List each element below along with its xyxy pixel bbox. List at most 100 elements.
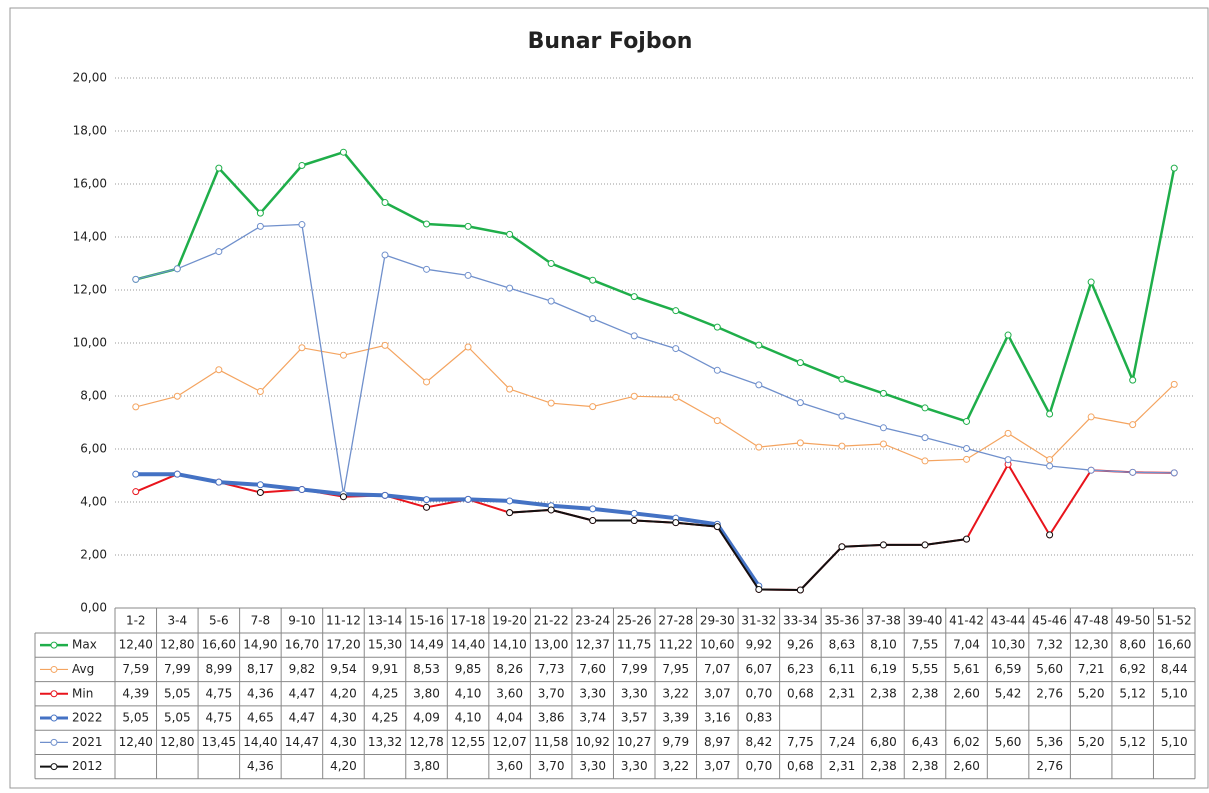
table-value: 6,19 [870,662,897,676]
point [256,387,264,395]
point [796,399,804,407]
table-value: 16,70 [285,638,319,652]
point [339,148,347,156]
table-value: 12,55 [451,735,485,749]
point [921,434,929,442]
table-value: 3,39 [662,711,689,725]
point [423,265,431,273]
table-value: 12,40 [119,638,153,652]
point [215,164,223,172]
table-value: 10,92 [576,735,610,749]
point [630,293,638,301]
table-value: 0,68 [787,759,814,773]
table-value: 5,05 [164,711,191,725]
x-tick-label: 7-8 [251,614,271,628]
table-value: 12,78 [409,735,443,749]
x-tick-label: 41-42 [949,614,984,628]
table-value: 3,30 [621,759,648,773]
table-value: 7,73 [538,662,565,676]
series-line [135,150,1176,423]
y-tick-label: 2,00 [80,548,107,562]
x-tick-label: 29-30 [700,614,735,628]
x-tick-label: 15-16 [409,614,444,628]
table-value: 10,30 [991,638,1025,652]
table-value: 14,49 [409,638,443,652]
point [1087,278,1095,286]
x-tick-label: 39-40 [908,614,943,628]
point [921,541,929,549]
point [879,424,887,432]
point [132,470,140,478]
point [1004,331,1012,339]
table-value: 3,80 [413,759,440,773]
point [879,541,887,549]
point [963,455,971,463]
table-value: 12,80 [160,735,194,749]
point [1046,456,1054,464]
table-value: 4,25 [372,686,399,700]
point [963,417,971,425]
point [796,359,804,367]
point [589,403,597,411]
table-value: 9,82 [289,662,316,676]
point [1046,462,1054,470]
table-value: 12,37 [576,638,610,652]
table-value: 5,42 [995,686,1022,700]
table-value: 3,22 [662,686,689,700]
table-value: 6,07 [745,662,772,676]
point [1170,164,1178,172]
table-value: 4,30 [330,711,357,725]
legend-marker [50,690,58,698]
table-value: 4,10 [455,686,482,700]
table-value: 7,24 [829,735,856,749]
table-value: 8,63 [829,638,856,652]
point [755,341,763,349]
table-value: 14,90 [243,638,277,652]
x-tick-label: 9-10 [288,614,315,628]
point [672,345,680,353]
x-tick-label: 49-50 [1115,614,1150,628]
point [215,366,223,374]
point [1004,456,1012,464]
point [298,221,306,229]
point [173,470,181,478]
point [755,443,763,451]
table-value: 2,76 [1036,686,1063,700]
table-value: 3,86 [538,711,565,725]
table-value: 2,31 [829,686,856,700]
table-value: 7,59 [122,662,149,676]
point [547,506,555,514]
point [339,493,347,501]
point [256,488,264,496]
point [630,392,638,400]
point [506,284,514,292]
table-value: 14,40 [451,638,485,652]
point [464,222,472,230]
table-value: 0,70 [745,759,772,773]
table-value: 11,58 [534,735,568,749]
point [672,393,680,401]
x-tick-label: 45-46 [1032,614,1067,628]
x-tick-label: 47-48 [1074,614,1109,628]
table-value: 4,04 [496,711,523,725]
point [1087,413,1095,421]
x-tick-label: 3-4 [168,614,188,628]
point [381,251,389,259]
legend-label: 2012 [72,759,103,773]
table-value: 14,40 [243,735,277,749]
table-value: 14,10 [492,638,526,652]
table-value: 4,09 [413,711,440,725]
y-tick-label: 20,00 [73,71,107,85]
x-tick-label: 23-24 [575,614,610,628]
table-value: 5,12 [1119,686,1146,700]
legend-label: Avg [72,662,94,676]
point [796,586,804,594]
point [838,543,846,551]
table-value: 5,20 [1078,686,1105,700]
table-value: 3,70 [538,759,565,773]
x-tick-label: 35-36 [824,614,859,628]
point [1170,469,1178,477]
table-value: 12,80 [160,638,194,652]
table-value: 12,30 [1074,638,1108,652]
